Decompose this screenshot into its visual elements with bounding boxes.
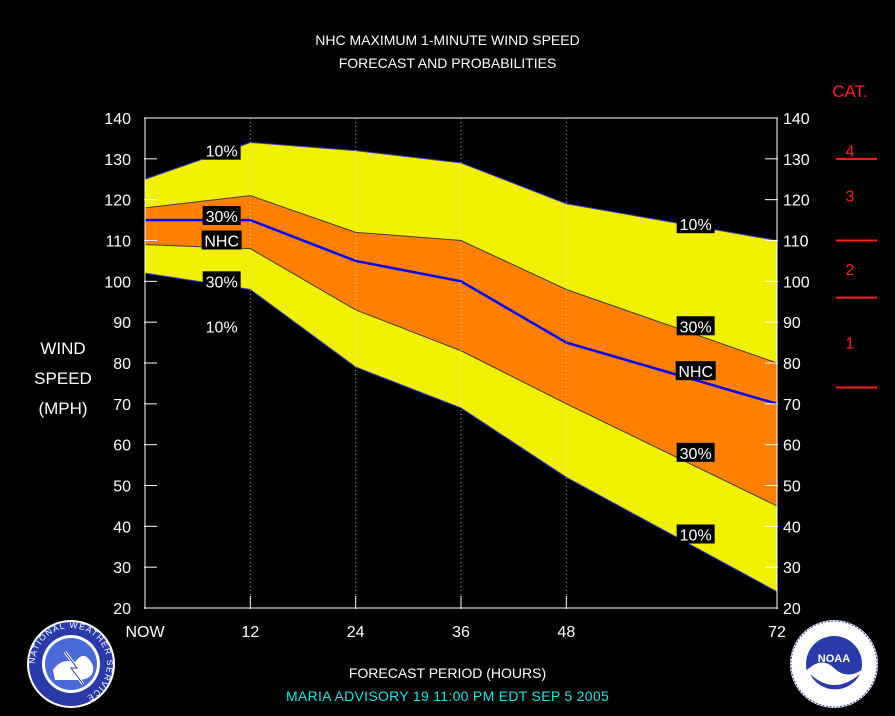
y-axis-label-line1: WIND xyxy=(40,339,86,358)
y-tick-label-left-80: 80 xyxy=(113,356,131,373)
y-axis-label-line3: (MPH) xyxy=(38,399,88,418)
chart-title-line2: FORECAST AND PROBABILITIES xyxy=(338,55,557,71)
label-box-3 xyxy=(202,271,241,291)
noaa-logo: NOAA xyxy=(790,620,878,708)
label-10pct-0: 10% xyxy=(206,144,238,161)
label-box-5 xyxy=(676,214,715,234)
x-tick-label-12: 12 xyxy=(241,624,259,641)
y-tick-label-right-130: 130 xyxy=(783,152,810,169)
advisory-line: MARIA ADVISORY 19 11:00 PM EDT SEP 5 200… xyxy=(285,688,610,704)
y-tick-label-left-110: 110 xyxy=(105,234,131,251)
label-10pct-5: 10% xyxy=(680,217,712,234)
x-tick-label-NOW: NOW xyxy=(125,624,165,641)
y-tick-label-right-30: 30 xyxy=(783,560,801,577)
y-tick-label-right-100: 100 xyxy=(783,274,810,291)
y-tick-label-left-90: 90 xyxy=(113,315,131,332)
y-tick-label-left-40: 40 xyxy=(113,519,131,536)
nws-logo: NATIONAL WEATHER SERVICE xyxy=(27,620,115,708)
label-box-6 xyxy=(676,316,715,336)
label-10pct-4: 10% xyxy=(206,319,238,336)
label-nhc-7: NHC xyxy=(678,364,713,381)
category-label-2: 2 xyxy=(846,262,855,279)
y-tick-label-left-130: 130 xyxy=(104,152,131,169)
y-tick-label-right-140: 140 xyxy=(783,111,810,128)
y-tick-label-right-80: 80 xyxy=(783,356,801,373)
category-title: CAT. xyxy=(832,82,868,101)
label-box-4 xyxy=(202,316,241,336)
label-box-7 xyxy=(675,361,716,381)
label-30pct-1: 30% xyxy=(206,209,238,226)
label-box-9 xyxy=(676,524,715,544)
label-nhc-2: NHC xyxy=(204,234,239,251)
y-axis-label-line2: SPEED xyxy=(34,369,92,388)
y-tick-label-left-50: 50 xyxy=(113,479,131,496)
label-box-2 xyxy=(201,230,242,250)
y-tick-label-left-120: 120 xyxy=(104,193,131,210)
y-tick-label-right-20: 20 xyxy=(783,601,801,618)
x-tick-label-72: 72 xyxy=(768,624,786,641)
y-tick-label-right-120: 120 xyxy=(783,193,810,210)
y-tick-label-right-70: 70 xyxy=(783,397,801,414)
x-tick-label-24: 24 xyxy=(347,624,365,641)
category-label-4: 4 xyxy=(846,144,855,161)
y-tick-label-left-20: 20 xyxy=(113,601,131,618)
label-box-0 xyxy=(202,140,241,160)
x-tick-label-48: 48 xyxy=(557,624,575,641)
category-label-1: 1 xyxy=(846,336,855,353)
x-axis-label: FORECAST PERIOD (HOURS) xyxy=(348,665,547,681)
y-tick-label-left-70: 70 xyxy=(113,397,131,414)
label-30pct-8: 30% xyxy=(680,446,712,463)
chart-title-line1: NHC MAXIMUM 1-MINUTE WIND SPEED xyxy=(315,32,580,48)
y-tick-label-left-60: 60 xyxy=(113,438,131,455)
category-label-3: 3 xyxy=(846,189,855,206)
label-box-8 xyxy=(676,442,715,462)
y-tick-label-left-140: 140 xyxy=(104,111,131,128)
label-30pct-6: 30% xyxy=(680,319,712,336)
line-30-upper xyxy=(144,195,778,364)
noaa-logo-text: NOAA xyxy=(818,653,850,665)
y-tick-label-left-30: 30 xyxy=(113,560,131,577)
label-10pct-9: 10% xyxy=(680,528,712,545)
y-tick-label-right-110: 110 xyxy=(783,234,809,251)
y-tick-label-left-100: 100 xyxy=(104,274,131,291)
y-tick-label-right-90: 90 xyxy=(783,315,801,332)
y-tick-label-right-60: 60 xyxy=(783,438,801,455)
label-box-1 xyxy=(202,206,241,225)
x-tick-label-36: 36 xyxy=(452,624,470,641)
y-tick-label-right-40: 40 xyxy=(783,519,801,536)
y-tick-label-right-50: 50 xyxy=(783,479,801,496)
label-30pct-3: 30% xyxy=(206,274,238,291)
